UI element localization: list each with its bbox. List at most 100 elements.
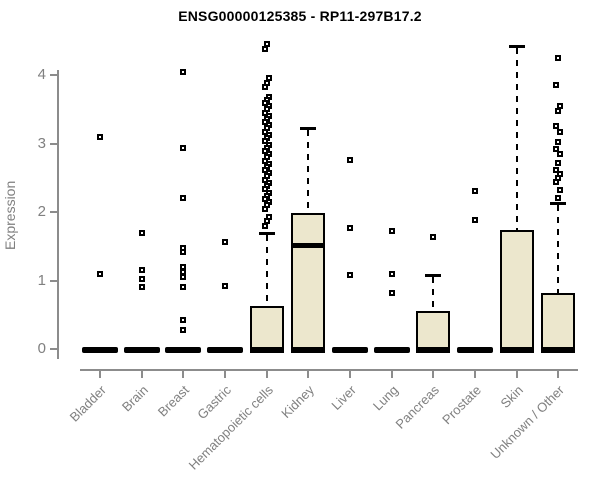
outlier-point	[346, 156, 353, 163]
outlier-point	[180, 248, 187, 255]
outlier-point	[180, 326, 187, 333]
box-bottom-bar	[541, 347, 576, 353]
outlier-point	[555, 195, 562, 202]
x-tick	[348, 371, 351, 378]
y-tick	[50, 279, 57, 282]
outlier-point	[388, 289, 395, 296]
x-tick	[99, 371, 101, 378]
outlier-point	[557, 187, 564, 194]
flat-box	[82, 347, 118, 353]
x-tick	[140, 371, 143, 378]
outlier-point	[97, 270, 103, 277]
outlier-point	[388, 270, 395, 277]
box-bottom-bar	[249, 347, 284, 353]
outlier-point	[553, 166, 560, 173]
outlier-point	[261, 157, 268, 164]
outlier-point	[261, 138, 268, 145]
whisker	[307, 130, 310, 214]
flat-box	[165, 347, 202, 353]
x-tick	[557, 371, 560, 378]
outlier-point	[471, 188, 478, 195]
y-axis-line	[57, 70, 59, 359]
x-axis-line	[80, 369, 578, 371]
outlier-point	[553, 178, 560, 185]
outlier-point	[555, 54, 562, 61]
box	[291, 213, 326, 353]
y-tick	[50, 142, 57, 145]
outlier-point	[180, 68, 187, 75]
outlier-point	[261, 84, 268, 91]
outlier-point	[138, 229, 145, 236]
outlier-point	[388, 228, 395, 235]
outlier-point	[138, 276, 145, 283]
outlier-point	[180, 317, 187, 324]
x-tick	[473, 371, 476, 378]
chart-title: ENSG00000125385 - RP11-297B17.2	[178, 8, 422, 24]
x-tick	[432, 371, 435, 378]
outlier-point	[555, 107, 562, 114]
outlier-point	[261, 128, 268, 135]
y-tick	[50, 211, 57, 213]
outlier-point	[180, 274, 187, 281]
outlier-point	[261, 195, 268, 202]
x-tick	[223, 371, 226, 378]
outlier-point	[180, 145, 187, 152]
outlier-point	[553, 123, 560, 130]
y-tick	[50, 74, 57, 76]
y-axis-title: Expression	[2, 180, 18, 250]
y-tick-label: 3	[37, 134, 46, 152]
outlier-point	[557, 150, 564, 157]
y-tick-label: 4	[37, 66, 46, 83]
outlier-point	[261, 45, 268, 52]
outlier-point	[180, 263, 187, 270]
outlier-point	[471, 217, 478, 224]
x-tick	[307, 371, 310, 378]
whisker-cap	[425, 274, 442, 278]
y-tick-label: 1	[37, 271, 46, 289]
box	[249, 305, 284, 353]
x-tick	[390, 371, 393, 378]
whisker-cap	[258, 232, 275, 236]
whisker	[515, 48, 518, 231]
outlier-point	[138, 267, 145, 274]
y-tick-label: 2	[37, 203, 46, 220]
outlier-point	[430, 233, 437, 240]
median-line	[293, 242, 324, 248]
outlier-point	[221, 282, 228, 289]
box	[499, 230, 534, 353]
outlier-point	[555, 139, 562, 146]
whisker	[432, 277, 435, 312]
outlier-point	[221, 239, 228, 246]
outlier-point	[261, 205, 268, 212]
outlier-point	[555, 160, 562, 167]
outlier-point	[180, 284, 187, 291]
box-bottom-bar	[291, 347, 326, 353]
x-tick	[182, 371, 185, 378]
outlier-point	[557, 128, 564, 135]
flat-box	[331, 347, 368, 353]
outlier-point	[180, 195, 187, 202]
outlier-point	[261, 176, 268, 183]
outlier-point	[553, 145, 560, 152]
box-bottom-bar	[416, 347, 451, 353]
x-tick	[515, 371, 518, 378]
outlier-point	[346, 272, 353, 279]
outlier-point	[97, 133, 103, 140]
y-tick-label: 0	[37, 340, 46, 357]
flat-box	[123, 347, 160, 353]
flat-box	[456, 347, 493, 353]
x-tick	[265, 371, 268, 378]
box	[541, 292, 576, 353]
flat-box	[206, 347, 243, 353]
outlier-point	[138, 283, 145, 290]
outlier-point	[553, 82, 560, 89]
outlier-point	[346, 225, 353, 232]
outlier-point	[261, 109, 268, 116]
whisker	[557, 205, 560, 293]
box-bottom-bar	[499, 347, 534, 353]
outlier-point	[261, 186, 268, 193]
y-tick	[50, 348, 57, 350]
whisker-cap	[550, 202, 567, 206]
whisker-cap	[300, 127, 317, 131]
